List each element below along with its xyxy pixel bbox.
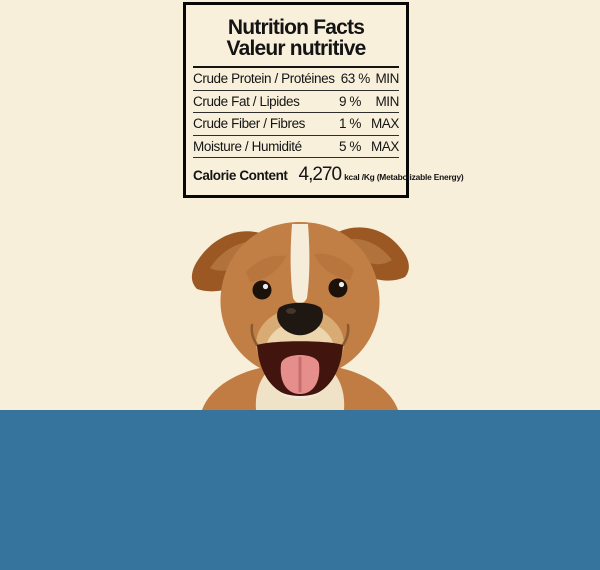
nutrient-row-protein: Crude Protein / Protéines 63 % MIN [193,68,399,91]
nutrition-label-header: Nutrition Facts Valeur nutritive [193,5,399,68]
dog-photo [191,222,409,410]
nutrition-label-title-fr: Valeur nutritive [226,37,367,60]
nutrient-name: Crude Fat / Lipides [193,93,300,109]
nutrient-row-moisture: Moisture / Humidité 5 % MAX [193,136,399,158]
nutrient-qualifier: MIN [375,93,399,109]
nutrient-qualifier: MAX [370,116,399,132]
calorie-label: Calorie Content [193,168,288,183]
nutrient-value: 1 % [338,116,361,132]
nutrient-value: 9 % [338,93,361,109]
nutrient-name: Moisture / Humidité [193,138,302,154]
nutrient-value: 63 % [340,71,371,87]
nutrient-row-fat: Crude Fat / Lipides 9 % MIN [193,91,399,113]
calorie-value: 4,270 [298,164,343,185]
calorie-unit: kcal /Kg (Metabolizable Energy) [344,172,464,182]
nutrient-value: 5 % [338,138,361,154]
nutrient-row-fiber: Crude Fiber / Fibres 1 % MAX [193,113,399,136]
nutrition-label-title-en: Nutrition Facts [227,16,365,39]
nutrient-qualifier: MIN [375,71,399,87]
calorie-content-row: Calorie Content 4,270 kcal /Kg (Metaboli… [193,158,464,186]
nutrient-name: Crude Protein / Protéines [193,71,335,87]
nutrient-name: Crude Fiber / Fibres [193,116,306,132]
nutrition-facts-label: Nutrition Facts Valeur nutritive Crude P… [183,2,464,198]
footer-band: Feed pieces as a treat, for reward, trai… [0,410,600,570]
nutrient-qualifier: MAX [370,138,399,154]
